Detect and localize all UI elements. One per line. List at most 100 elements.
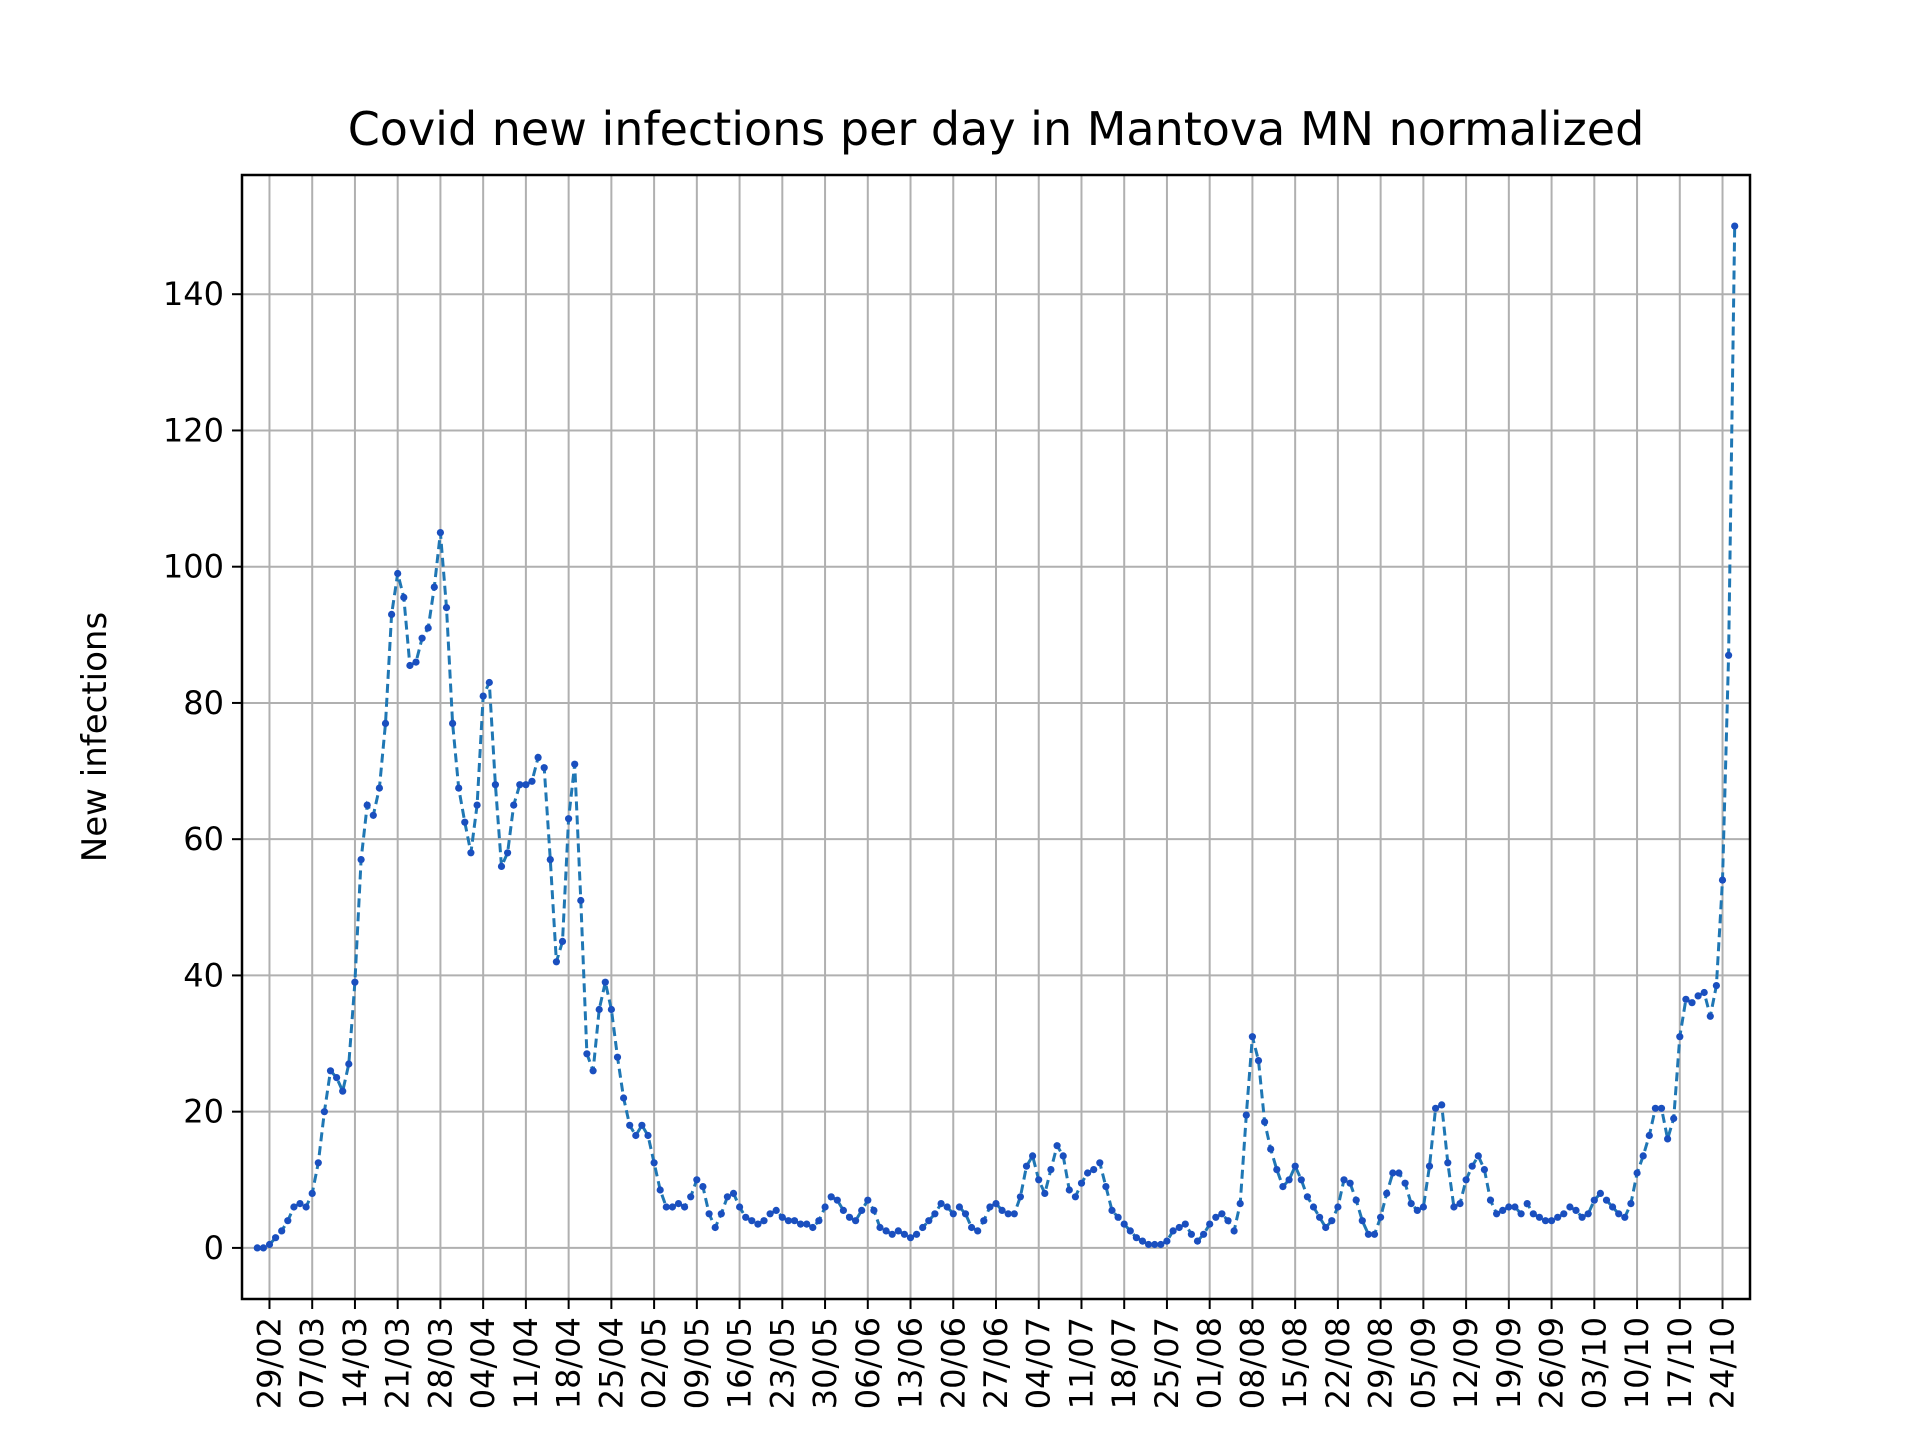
data-point: [1499, 1206, 1507, 1214]
data-point: [790, 1217, 799, 1225]
data-point: [1273, 1166, 1281, 1174]
data-point: [1291, 1162, 1299, 1170]
data-point: [1151, 1240, 1159, 1249]
x-tick-label: 19/09: [1490, 1317, 1528, 1409]
data-point: [1358, 1217, 1366, 1225]
series-markers: [253, 222, 1739, 1252]
data-point: [284, 1217, 292, 1225]
data-point: [1090, 1166, 1098, 1174]
data-point: [534, 753, 542, 762]
data-point: [1200, 1230, 1208, 1238]
data-point: [644, 1131, 652, 1140]
data-point: [1096, 1159, 1104, 1167]
data-point: [1676, 1033, 1684, 1041]
x-tick-label: 14/03: [336, 1317, 374, 1409]
y-tick-label: 100: [163, 548, 224, 586]
data-point: [1627, 1200, 1635, 1208]
data-point: [339, 1087, 347, 1095]
data-point: [1126, 1227, 1134, 1235]
data-point: [326, 1067, 335, 1075]
data-point: [748, 1217, 756, 1225]
x-tick-label: 16/05: [721, 1317, 759, 1409]
data-point: [381, 719, 390, 728]
data-point: [516, 781, 524, 789]
data-point: [1535, 1213, 1543, 1221]
data-point: [1432, 1104, 1440, 1112]
x-tick-label: 18/04: [550, 1317, 588, 1409]
data-point: [1309, 1203, 1318, 1211]
data-point: [656, 1186, 664, 1194]
data-point: [888, 1230, 896, 1238]
data-point: [974, 1227, 982, 1235]
data-point: [870, 1206, 878, 1214]
data-point: [1694, 992, 1702, 1000]
data-point: [320, 1108, 328, 1116]
data-point: [461, 818, 469, 826]
data-point: [1218, 1210, 1226, 1218]
data-point: [1022, 1162, 1031, 1170]
x-tick-label: 30/05: [806, 1317, 844, 1409]
data-point: [1041, 1189, 1049, 1197]
data-point: [1419, 1203, 1427, 1211]
data-point: [900, 1230, 909, 1238]
data-point: [760, 1217, 768, 1225]
data-point: [308, 1189, 316, 1197]
data-point: [1364, 1230, 1372, 1238]
x-tick-label: 21/03: [379, 1317, 417, 1409]
data-point: [1566, 1203, 1574, 1211]
data-point: [1267, 1145, 1275, 1153]
data-point: [265, 1240, 274, 1249]
x-tick-label: 29/08: [1362, 1317, 1400, 1409]
data-point: [357, 856, 365, 864]
x-tick-label: 11/07: [1062, 1317, 1100, 1409]
data-point: [351, 978, 359, 986]
data-point: [852, 1217, 860, 1225]
data-point: [1541, 1217, 1550, 1225]
data-point: [1682, 995, 1690, 1003]
x-tick-label: 22/08: [1319, 1317, 1357, 1409]
data-point: [961, 1210, 970, 1218]
data-point: [375, 784, 383, 792]
data-point: [845, 1213, 854, 1221]
data-point: [1010, 1210, 1018, 1218]
x-tick-label: 25/07: [1148, 1317, 1186, 1409]
data-point: [1206, 1220, 1214, 1228]
y-tick-label: 0: [204, 1229, 224, 1267]
data-point: [1181, 1220, 1189, 1228]
data-point: [1584, 1210, 1592, 1218]
data-point: [772, 1206, 780, 1214]
data-point: [1425, 1162, 1434, 1170]
data-point: [711, 1223, 719, 1232]
data-point: [681, 1203, 689, 1211]
x-tick-label: 28/03: [421, 1317, 459, 1409]
y-axis-label: New infections: [75, 612, 115, 862]
data-point: [1114, 1213, 1122, 1221]
data-point: [1596, 1189, 1604, 1197]
data-point: [1016, 1193, 1024, 1201]
data-point: [1029, 1152, 1037, 1160]
data-point: [949, 1210, 957, 1218]
data-point: [736, 1203, 744, 1211]
data-point: [1548, 1217, 1556, 1225]
data-point: [1120, 1220, 1128, 1228]
data-point: [278, 1227, 286, 1235]
data-point: [388, 610, 396, 619]
data-point: [876, 1223, 884, 1232]
x-tick-label: 07/03: [293, 1317, 331, 1409]
data-point: [400, 593, 408, 602]
data-point: [504, 849, 512, 857]
data-point: [784, 1217, 793, 1225]
data-point: [723, 1193, 732, 1201]
data-point: [632, 1131, 640, 1140]
x-tick-label: 08/08: [1233, 1317, 1271, 1409]
data-point: [1395, 1169, 1403, 1177]
data-point: [1242, 1111, 1250, 1119]
data-point: [497, 862, 506, 871]
data-point: [1047, 1166, 1055, 1174]
data-point: [992, 1200, 1000, 1208]
data-point: [1108, 1206, 1116, 1214]
data-point: [412, 658, 420, 666]
data-point: [333, 1074, 341, 1082]
data-point: [369, 811, 377, 819]
data-point: [314, 1159, 322, 1167]
